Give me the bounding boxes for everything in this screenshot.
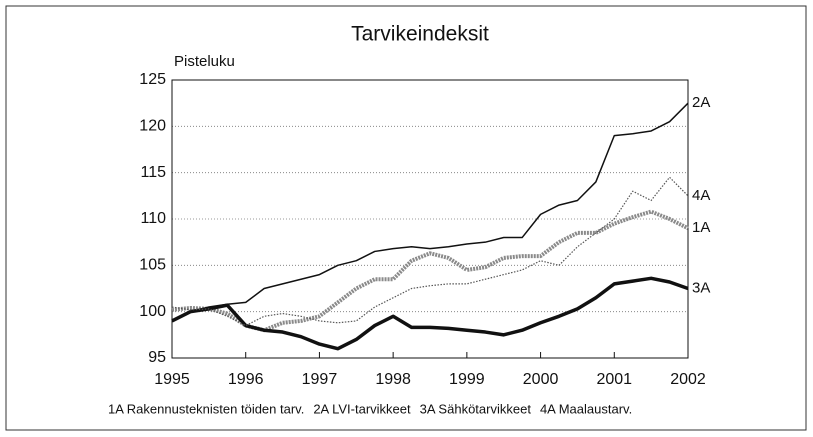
series-line	[171, 276, 689, 351]
series-end-label: 4A	[692, 187, 710, 204]
legend-entry: 2A LVI-tarvikkeet	[313, 401, 411, 416]
y-tick-label: 105	[139, 257, 166, 274]
legend-entry: 3A Sähkötarvikkeet	[420, 401, 532, 416]
x-tick-label: 1999	[449, 371, 485, 388]
x-tick-label: 1995	[154, 371, 190, 388]
y-tick-label: 110	[140, 210, 166, 227]
y-tick-label: 115	[140, 164, 166, 181]
frame	[5, 5, 807, 431]
legend-entry: 4A Maalaustarv.	[540, 401, 632, 416]
x-tick-label: 2002	[670, 371, 706, 388]
x-tick-label: 1998	[375, 371, 411, 388]
y-tick-label: 120	[139, 118, 166, 135]
series-line	[171, 176, 689, 327]
y-tick-label: 125	[139, 71, 166, 88]
series-line	[171, 102, 689, 322]
series-end-label: 1A	[692, 219, 710, 236]
y-tick-label: 100	[139, 303, 166, 320]
plot-area	[171, 79, 689, 359]
series-line	[171, 209, 689, 333]
series-end-label: 3A	[692, 279, 710, 296]
series-end-label: 2A	[692, 94, 710, 111]
y-axis-label: Pisteluku	[174, 53, 235, 70]
x-tick-label: 1996	[228, 371, 264, 388]
chart-title: Tarvikeindeksit	[351, 23, 489, 46]
x-tick-label: 2001	[596, 371, 632, 388]
y-tick-label: 95	[148, 349, 166, 366]
x-tick-label: 2000	[523, 371, 559, 388]
x-tick-label: 1997	[302, 371, 338, 388]
legend-entry: 1A Rakennusteknisten töiden tarv.	[108, 401, 304, 416]
